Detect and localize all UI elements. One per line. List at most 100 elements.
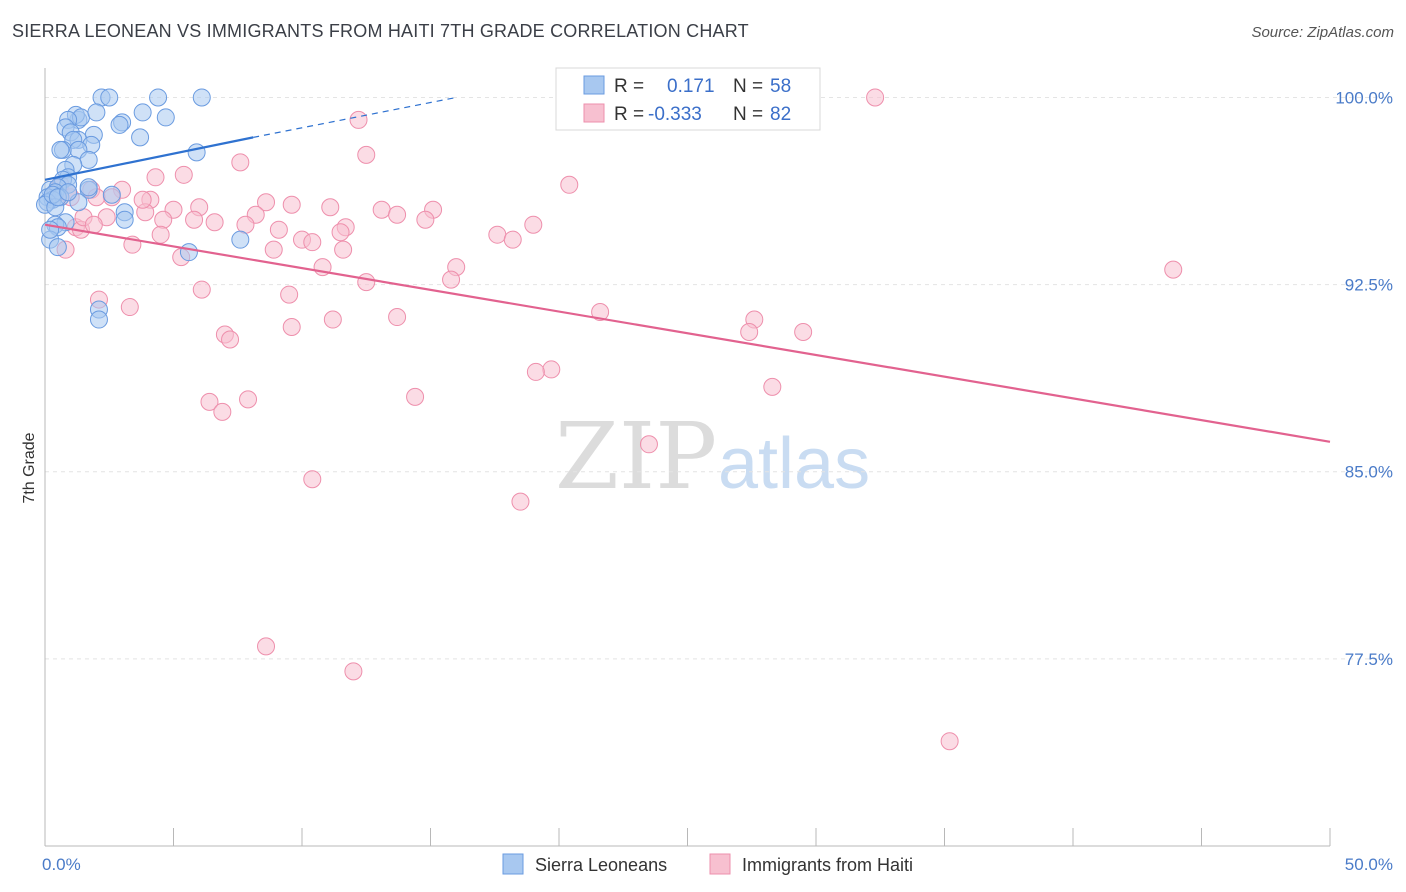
haiti-point <box>174 165 193 184</box>
sierra-point <box>48 238 67 257</box>
haiti-point <box>372 200 391 219</box>
haiti-point <box>526 362 545 381</box>
haiti-point <box>357 273 376 292</box>
legend-n-label: N = <box>733 76 763 97</box>
haiti-point <box>231 153 250 172</box>
sierra-trend-extension <box>253 96 457 138</box>
series-legend: Sierra Leoneans Immigrants from Haiti <box>502 853 913 875</box>
legend-swatch-blue <box>583 75 605 95</box>
sierra-point <box>231 230 250 249</box>
watermark-zip: ZIP <box>555 403 717 510</box>
sierra-point <box>149 88 168 107</box>
y-tick-label: 85.0% <box>1345 463 1393 482</box>
haiti-point <box>192 280 211 299</box>
sierra-point <box>89 310 108 329</box>
haiti-point <box>239 390 258 409</box>
haiti-point <box>740 323 759 342</box>
sierra-point <box>110 115 129 134</box>
legend-n-value: 58 <box>770 76 791 97</box>
legend-r-value: -0.333 <box>648 104 702 125</box>
haiti-point <box>442 270 461 289</box>
haiti-point <box>866 88 885 107</box>
haiti-point <box>388 308 407 327</box>
trend-lines <box>44 96 1331 443</box>
haiti-point <box>334 240 353 259</box>
gridlines <box>45 96 1392 660</box>
legend-sierra-leoneans: Sierra Leoneans <box>535 855 667 875</box>
sierra-point <box>179 243 198 262</box>
haiti-point <box>146 168 165 187</box>
sierra-point <box>102 185 121 204</box>
haiti-point <box>303 470 322 489</box>
haiti-point <box>120 298 139 317</box>
axes <box>44 68 1331 847</box>
sierra-point <box>192 88 211 107</box>
y-tick-label: 77.5% <box>1345 650 1393 669</box>
y-tick-labels: 100.0% 92.5% 85.0% 77.5% <box>1335 88 1393 668</box>
haiti-point <box>269 220 288 239</box>
chart-title: SIERRA LEONEAN VS IMMIGRANTS FROM HAITI … <box>12 21 749 41</box>
haiti-point <box>151 225 170 244</box>
haiti-point <box>303 233 322 252</box>
legend-swatch-pink <box>583 103 605 123</box>
haiti-point <box>406 387 425 406</box>
legend-n-value: 82 <box>770 104 791 125</box>
legend-r-value: 0.171 <box>667 76 715 97</box>
haiti-point <box>280 285 299 304</box>
source-label: Source: ZipAtlas.com <box>1251 24 1394 41</box>
legend-n-label: N = <box>733 104 763 125</box>
legend-r-label: R = <box>614 104 644 125</box>
sierra-point <box>79 178 98 197</box>
haiti-point <box>185 210 204 229</box>
haiti-point <box>133 190 152 209</box>
x-tick-labels: 0.0% 50.0% <box>42 855 1393 874</box>
y-tick-label: 100.0% <box>1335 88 1393 107</box>
haiti-point <box>213 402 232 421</box>
haiti-point <box>524 215 543 234</box>
haiti-point <box>511 492 530 511</box>
haiti-point <box>542 360 561 379</box>
haiti-point <box>257 193 276 212</box>
haiti-point <box>639 435 658 454</box>
sierra-point <box>87 103 106 122</box>
haiti-trend-line <box>44 223 1331 443</box>
haiti-point <box>200 392 219 411</box>
haiti-point <box>154 210 173 229</box>
sierra-point <box>187 143 206 162</box>
haiti-point <box>503 230 522 249</box>
haiti-point <box>282 195 301 214</box>
legend-immigrants-haiti: Immigrants from Haiti <box>742 855 913 875</box>
haiti-point <box>323 310 342 329</box>
haiti-point <box>591 303 610 322</box>
watermark-atlas: atlas <box>718 424 870 504</box>
haiti-point <box>282 318 301 337</box>
haiti-point <box>344 662 363 681</box>
stats-legend: R = 0.171 N = 58 R = -0.333 N = 82 <box>555 67 821 131</box>
y-axis-label: 7th Grade <box>21 432 38 503</box>
haiti-point <box>763 377 782 396</box>
haiti-point <box>264 240 283 259</box>
sierra-point <box>156 108 175 127</box>
sierra-point <box>100 88 119 107</box>
haiti-point <box>940 732 959 751</box>
sierra-point <box>59 183 78 202</box>
haiti-point <box>560 175 579 194</box>
legend-swatch-haiti <box>709 853 731 875</box>
sierra-point <box>79 150 98 169</box>
x-tick-label: 0.0% <box>42 855 81 874</box>
haiti-point <box>84 215 103 234</box>
haiti-point <box>357 145 376 164</box>
sierra-point <box>115 210 134 229</box>
haiti-point <box>1164 260 1183 279</box>
sierra-point <box>131 128 150 147</box>
sierra-point <box>133 103 152 122</box>
haiti-point <box>236 215 255 234</box>
haiti-point <box>221 330 240 349</box>
haiti-point <box>321 198 340 217</box>
haiti-point <box>488 225 507 244</box>
haiti-point <box>794 323 813 342</box>
sierra-trend-line <box>44 136 254 181</box>
haiti-point <box>388 205 407 224</box>
haiti-point <box>349 110 368 129</box>
